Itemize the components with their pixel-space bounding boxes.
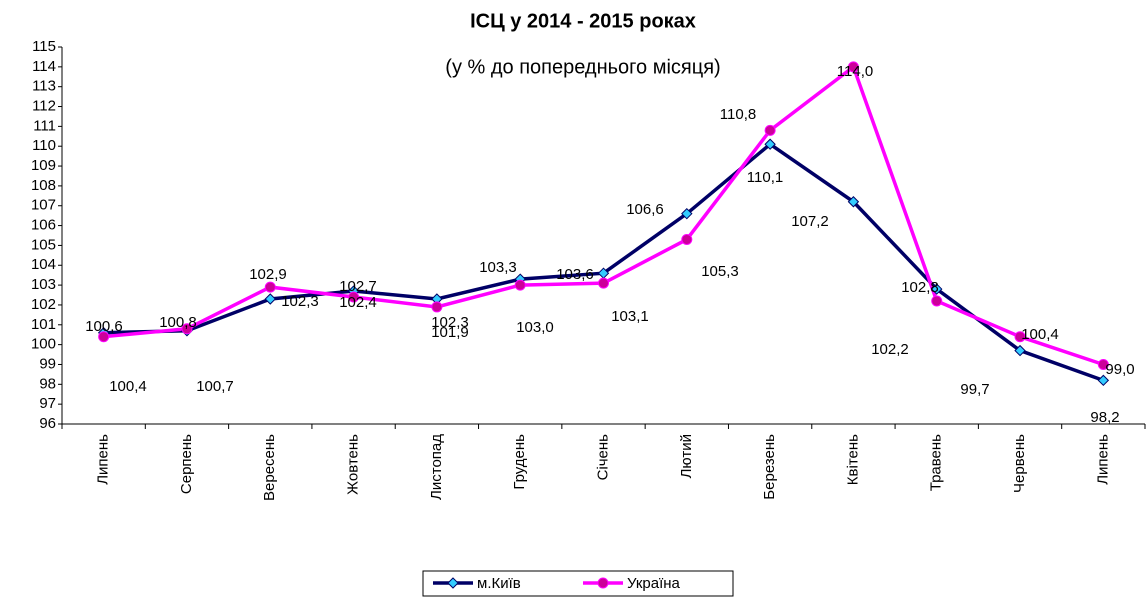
legend-box (422, 570, 734, 597)
data-label: 99,0 (1105, 361, 1134, 378)
legend-marker (597, 577, 609, 589)
marker (764, 138, 776, 150)
x-tick-label: Лютий (678, 434, 695, 478)
marker (847, 196, 860, 208)
x-tick-label: Листопад (428, 434, 445, 500)
y-tick-label: 105 (31, 236, 56, 253)
data-label: 102,7 (339, 278, 377, 295)
y-tick-label: 107 (31, 197, 56, 214)
data-label: 110,1 (747, 169, 783, 186)
y-tick-label: 96 (39, 415, 56, 432)
y-tick-label: 98 (39, 375, 56, 392)
series-line (103, 63, 1104, 367)
y-tick-label: 101 (31, 316, 56, 333)
marker (264, 293, 276, 305)
y-tick-label: 104 (31, 256, 56, 273)
data-label: 114,0 (837, 63, 873, 80)
legend: м.Київ Україна (422, 570, 734, 597)
x-tick-label: Жовтень (345, 434, 362, 495)
marker (931, 295, 943, 307)
y-tick-label: 113 (32, 78, 56, 95)
data-label: 100,4 (1021, 326, 1059, 343)
data-label: 102,3 (431, 314, 469, 331)
series-line (103, 142, 1104, 382)
y-tick-label: 97 (39, 395, 56, 412)
marker (1097, 374, 1110, 387)
x-tick-label: Липень (1094, 434, 1111, 485)
marker (1014, 331, 1026, 343)
legend-label: м.Київ (477, 575, 521, 592)
data-label: 106,6 (626, 201, 664, 218)
y-tick-label: 112 (32, 97, 56, 114)
marker (431, 301, 443, 313)
data-label: 98,2 (1090, 409, 1119, 426)
data-label: 102,3 (281, 293, 319, 310)
y-tick-label: 108 (31, 177, 56, 194)
x-tick-label: Березень (761, 434, 778, 500)
data-label: 103,0 (516, 319, 554, 336)
y-tick-label: 100 (31, 336, 56, 353)
x-tick-label: Квітень (844, 434, 861, 485)
marker (681, 233, 693, 245)
data-label: 100,4 (109, 378, 147, 395)
data-label: 103,1 (611, 308, 649, 325)
legend-label: Україна (627, 575, 681, 592)
marker (598, 277, 609, 289)
marker (181, 323, 193, 335)
data-label: 102,2 (871, 341, 909, 358)
data-label: 103,3 (479, 259, 517, 276)
y-tick-label: 102 (31, 296, 56, 313)
x-tick-label: Грудень (511, 434, 528, 490)
y-tick-label: 99 (39, 355, 56, 372)
data-label: 103,6 (556, 266, 594, 283)
data-label: 101,9 (431, 324, 469, 341)
data-label: 100,7 (196, 378, 234, 395)
y-tick-label: 110 (32, 137, 56, 154)
chart-subtitle: (у % до попереднього місяця) (445, 56, 720, 78)
marker (264, 281, 276, 293)
marker (1097, 358, 1109, 370)
marker (1014, 344, 1026, 357)
marker (348, 291, 360, 303)
data-label: 105,3 (701, 263, 739, 280)
data-label: 107,2 (791, 213, 829, 230)
y-tick-label: 103 (31, 276, 56, 293)
data-label: 102,8 (901, 279, 939, 296)
y-tick-label: 115 (32, 38, 56, 55)
y-tick-label: 114 (32, 58, 56, 75)
data-label: 102,9 (249, 266, 287, 283)
marker (847, 61, 859, 73)
y-tick-label: 111 (33, 117, 56, 134)
marker (514, 279, 526, 291)
data-label: 100,6 (85, 318, 123, 335)
x-tick-label: Липень (95, 434, 112, 485)
x-tick-label: Січень (594, 434, 611, 481)
chart-title: ІСЦ у 2014 - 2015 роках (470, 10, 696, 32)
legend-marker (447, 577, 459, 589)
marker (764, 124, 776, 136)
data-label: 102,4 (339, 294, 377, 311)
data-label: 99,7 (960, 381, 989, 398)
x-tick-label: Серпень (178, 434, 195, 494)
data-label: 110,8 (720, 106, 756, 123)
x-tick-label: Червень (1011, 434, 1028, 493)
data-label: 100,8 (159, 314, 197, 331)
marker (98, 331, 110, 343)
y-tick-label: 109 (31, 157, 56, 174)
marker (681, 207, 693, 220)
x-tick-label: Вересень (261, 434, 278, 501)
marker (931, 283, 943, 295)
y-tick-label: 106 (31, 217, 56, 234)
x-tick-label: Травень (928, 434, 945, 491)
